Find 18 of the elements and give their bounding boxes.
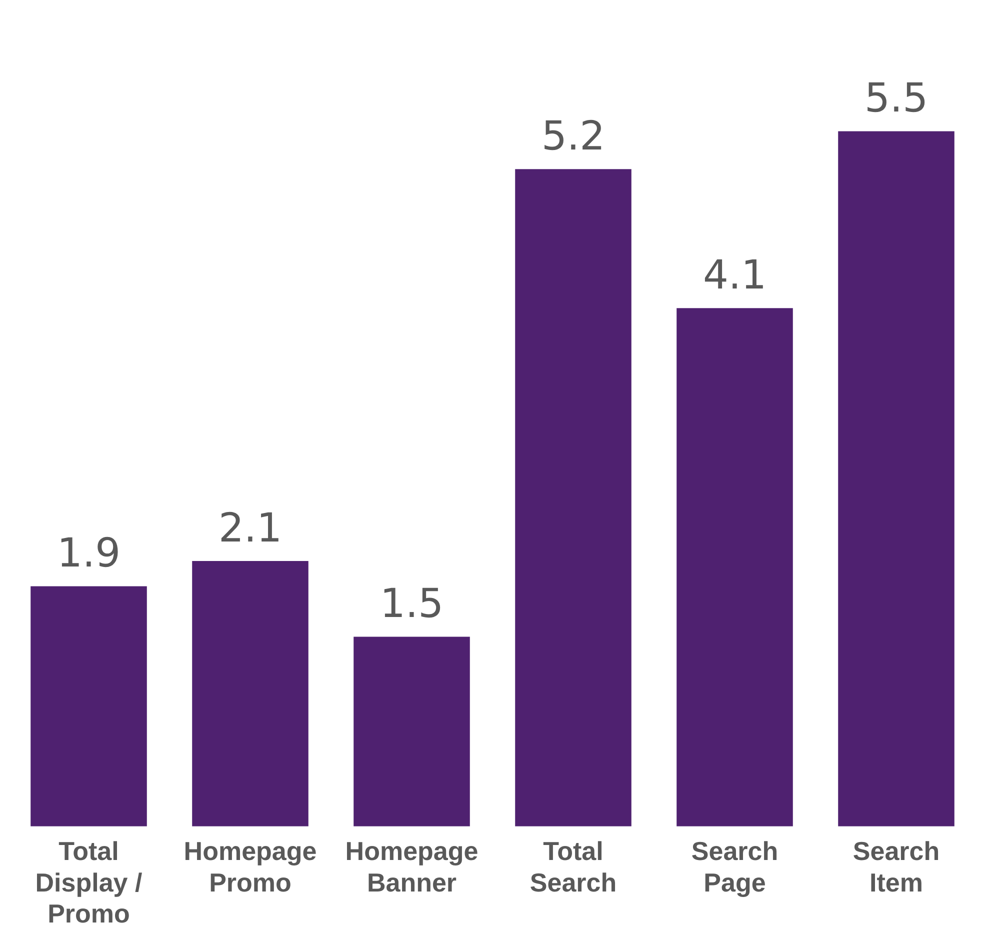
data-label: 5.2 — [541, 114, 606, 160]
x-tick-label: Total Display / Promo — [35, 836, 142, 929]
x-tick-label: Total Search — [530, 836, 617, 898]
data-label: 4.1 — [702, 252, 767, 299]
bar — [354, 636, 470, 826]
x-tick-label: Homepage Banner — [345, 836, 478, 898]
data-label: 1.9 — [56, 530, 121, 577]
x-tick-label: Search Item — [852, 836, 940, 898]
data-label: 2.1 — [218, 505, 282, 552]
bar — [676, 308, 793, 826]
data-label: 1.5 — [380, 581, 444, 628]
bar — [838, 131, 954, 826]
x-tick-label: Search Page — [691, 836, 778, 898]
bar — [192, 560, 308, 826]
bar — [30, 586, 147, 826]
bar — [515, 169, 632, 826]
data-label: 5.5 — [864, 76, 928, 122]
x-tick-label: Homepage Promo — [184, 836, 317, 898]
